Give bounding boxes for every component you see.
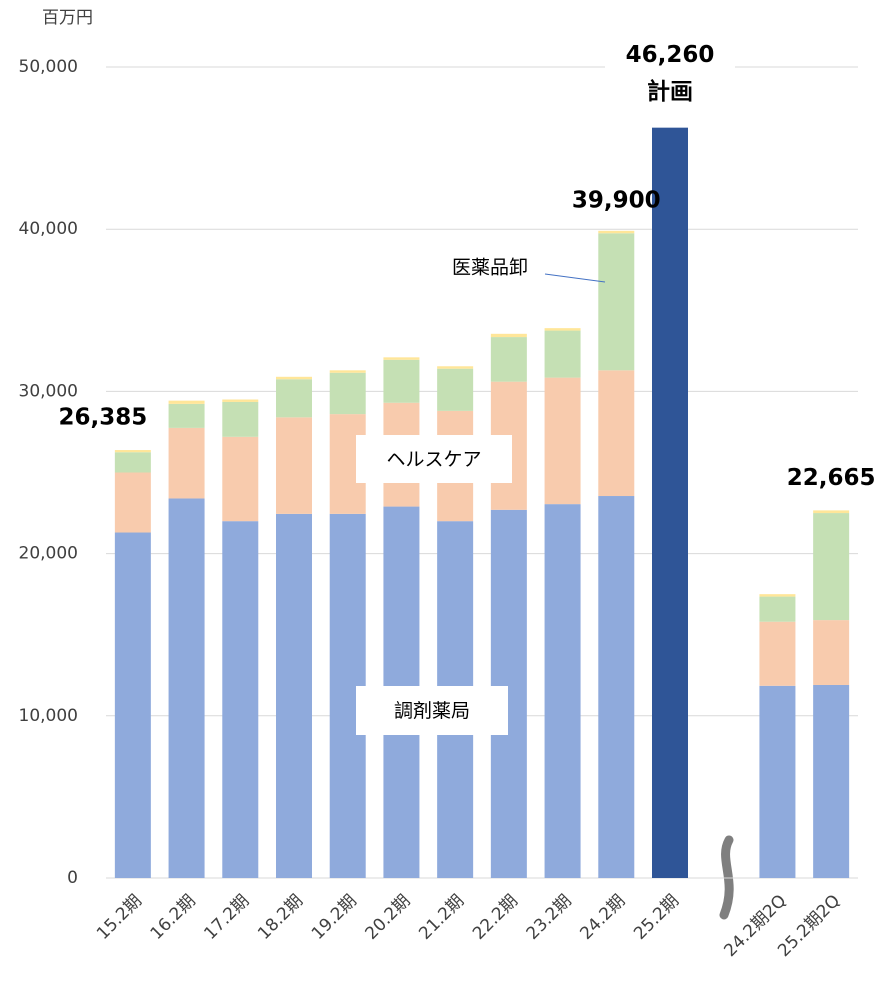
bar-segment: [329, 372, 366, 415]
bar-segment: [329, 370, 366, 373]
bar-segment: [222, 436, 259, 522]
bar-segment: [114, 450, 151, 453]
bar-segment: [759, 596, 796, 622]
series-label: 調剤薬局: [394, 700, 470, 722]
bar-segment: [168, 498, 205, 878]
bar-segment: [437, 368, 474, 411]
bar-segment: [598, 233, 635, 371]
annotation-leader: [544, 273, 606, 283]
bar-segment: [813, 684, 850, 878]
x-tick-label: 19.2期: [308, 891, 361, 944]
bar-segment: [759, 621, 796, 686]
total-label: 22,665: [787, 465, 875, 491]
y-tick-label: 30,000: [19, 381, 78, 401]
y-tick-label: 20,000: [19, 544, 78, 564]
bar-segment: [168, 403, 205, 428]
x-tick-label: 24.2期: [576, 891, 629, 944]
bar-segment: [598, 496, 635, 878]
y-tick-label: 10,000: [19, 706, 78, 726]
bars: [114, 127, 850, 879]
bar-segment: [276, 513, 312, 878]
bar-segment: [544, 328, 581, 331]
total-label: 46,260: [626, 42, 715, 68]
x-tick-label: 20.2期: [362, 891, 415, 944]
x-tick-label: 16.2期: [147, 891, 200, 944]
bar-segment: [759, 594, 796, 597]
y-tick-label: 0: [67, 868, 78, 888]
bar-segment: [276, 417, 312, 514]
bar-segment: [490, 337, 527, 382]
annotation-box: [356, 435, 512, 483]
bar-segment: [222, 521, 259, 878]
bar-segment: [276, 376, 312, 380]
x-tick-label: 23.2期: [523, 891, 576, 944]
series-label: ヘルスケア: [386, 449, 481, 471]
bar-segment: [222, 399, 259, 402]
bar-segment: [490, 333, 527, 338]
bar-segment: [544, 330, 581, 378]
y-tick-label: 50,000: [19, 57, 78, 77]
bar-segment: [383, 359, 420, 403]
bar-segment: [544, 377, 581, 505]
bar-segment: [652, 127, 688, 879]
bar-segment: [114, 472, 151, 533]
bar-segment: [598, 370, 635, 497]
series-label: 医薬品卸: [452, 257, 528, 279]
bar-segment: [544, 504, 581, 878]
x-tick-label: 15.2期: [93, 891, 146, 944]
total-label: 26,385: [58, 405, 147, 431]
x-tick-label: 18.2期: [254, 891, 307, 944]
bar-segment: [114, 532, 151, 878]
annotation-box: [356, 686, 508, 735]
total-label: 39,900: [572, 187, 661, 213]
x-tick-label: 25.2期: [630, 891, 683, 944]
axis-break: [719, 835, 734, 920]
bar-segment: [168, 400, 205, 404]
bar-segment: [813, 510, 850, 514]
bar-segment: [276, 379, 312, 418]
y-unit: 百万円: [42, 8, 93, 28]
bar-segment: [114, 452, 151, 473]
y-tick-label: 40,000: [19, 219, 78, 239]
label-bg: [605, 33, 735, 118]
x-tick-label: 22.2期: [469, 891, 522, 944]
bar-segment: [383, 357, 420, 360]
bar-segment: [759, 685, 796, 878]
bar-segment: [222, 401, 259, 437]
bar-segment: [437, 366, 474, 369]
x-tick-label: 21.2期: [415, 891, 468, 944]
x-tick-label: 17.2期: [200, 891, 253, 944]
bar-segment: [813, 513, 850, 621]
plan-label: 計画: [647, 78, 693, 105]
bar-segment: [813, 620, 850, 685]
bar-segment: [598, 230, 635, 234]
bar-segment: [168, 427, 205, 499]
